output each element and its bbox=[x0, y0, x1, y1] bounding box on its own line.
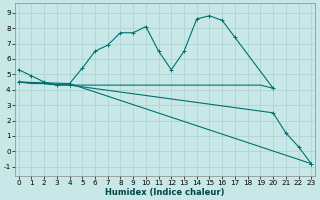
X-axis label: Humidex (Indice chaleur): Humidex (Indice chaleur) bbox=[105, 188, 225, 197]
